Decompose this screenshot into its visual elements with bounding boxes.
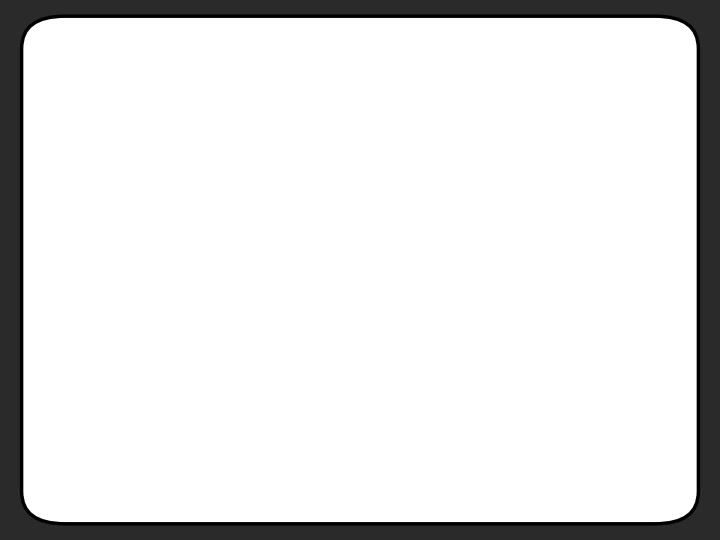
Text: subnet-prefix-X::1: subnet-prefix-X::1 — [288, 284, 432, 299]
Text: subnet-prefix-Y::1: subnet-prefix-Y::1 — [506, 284, 646, 299]
Ellipse shape — [541, 319, 611, 394]
Ellipse shape — [325, 319, 395, 394]
Text: IPv6 address architecture spec (RFC 2373, draft-ietf-
ipngwg-addr-arch-v3-08.txt: IPv6 address architecture spec (RFC 2373… — [58, 130, 517, 220]
Text: i.e., this is illegal:: i.e., this is illegal: — [58, 227, 210, 245]
Text: link-local::1: link-local::1 — [98, 284, 190, 299]
Text: Identifers (IIDs), and DAD vs. DIID: Identifers (IIDs), and DAD vs. DIID — [106, 73, 614, 99]
Ellipse shape — [109, 319, 179, 394]
Text: Uniqueness Properties of Interface: Uniqueness Properties of Interface — [100, 44, 620, 70]
Text: 1: 1 — [679, 505, 688, 519]
